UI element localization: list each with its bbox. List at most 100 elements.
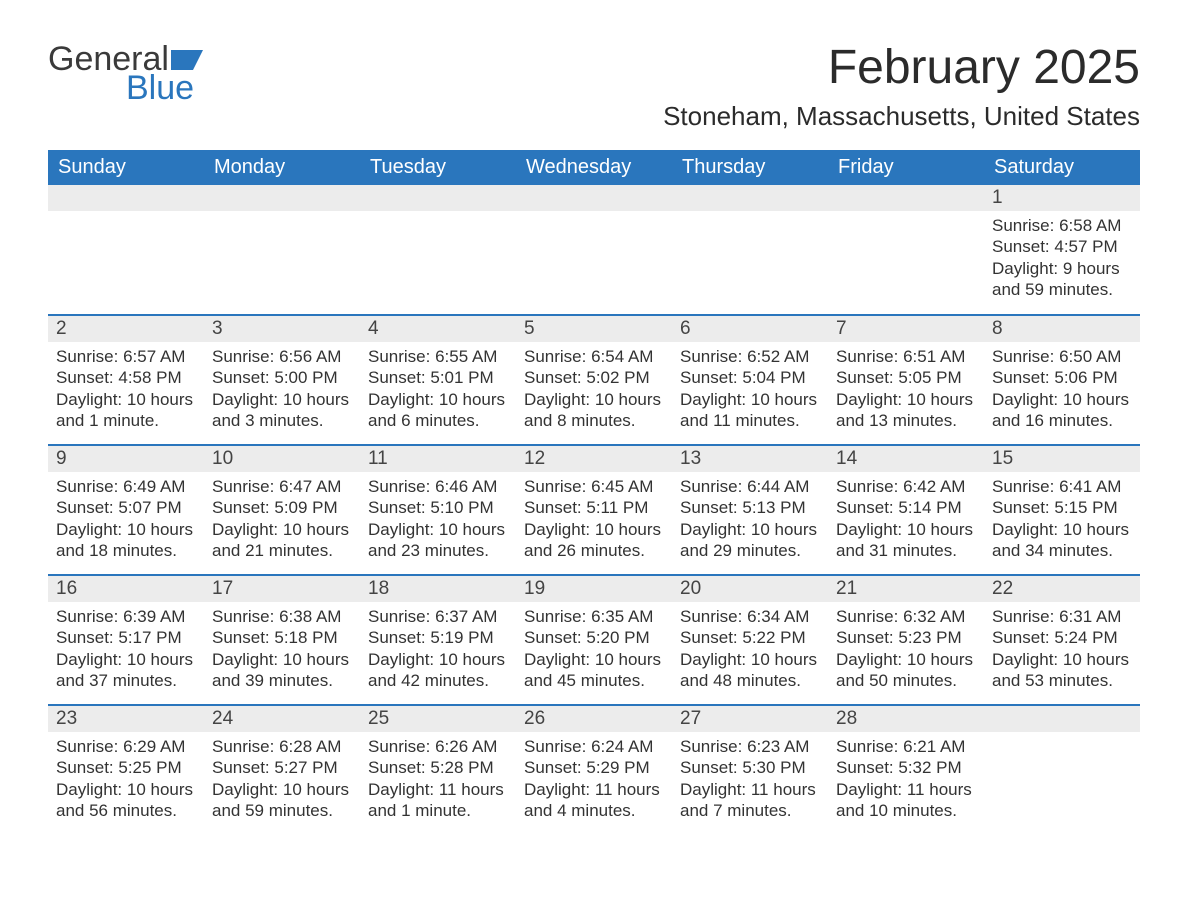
day-details: Sunrise: 6:26 AMSunset: 5:28 PMDaylight:… — [360, 732, 516, 831]
day-details — [360, 211, 516, 225]
day-number: 4 — [360, 316, 516, 342]
sunrise-text: Sunrise: 6:57 AM — [56, 346, 196, 367]
daylight-text: Daylight: 10 hours and 59 minutes. — [212, 779, 352, 822]
sunrise-text: Sunrise: 6:49 AM — [56, 476, 196, 497]
sunrise-text: Sunrise: 6:56 AM — [212, 346, 352, 367]
month-title: February 2025 — [663, 40, 1140, 95]
sunset-text: Sunset: 5:13 PM — [680, 497, 820, 518]
sunset-text: Sunset: 5:32 PM — [836, 757, 976, 778]
daylight-text: Daylight: 10 hours and 16 minutes. — [992, 389, 1132, 432]
day-number: 25 — [360, 706, 516, 732]
day-details: Sunrise: 6:21 AMSunset: 5:32 PMDaylight:… — [828, 732, 984, 831]
day-number: 10 — [204, 446, 360, 472]
day-details: Sunrise: 6:45 AMSunset: 5:11 PMDaylight:… — [516, 472, 672, 571]
day-details: Sunrise: 6:47 AMSunset: 5:09 PMDaylight:… — [204, 472, 360, 571]
calendar-cell: 26Sunrise: 6:24 AMSunset: 5:29 PMDayligh… — [516, 705, 672, 835]
sunset-text: Sunset: 5:28 PM — [368, 757, 508, 778]
day-number: 15 — [984, 446, 1140, 472]
daylight-text: Daylight: 10 hours and 18 minutes. — [56, 519, 196, 562]
day-number: 11 — [360, 446, 516, 472]
calendar-cell: 5Sunrise: 6:54 AMSunset: 5:02 PMDaylight… — [516, 315, 672, 445]
calendar-cell — [984, 705, 1140, 835]
daylight-text: Daylight: 10 hours and 8 minutes. — [524, 389, 664, 432]
sunrise-text: Sunrise: 6:34 AM — [680, 606, 820, 627]
day-details: Sunrise: 6:56 AMSunset: 5:00 PMDaylight:… — [204, 342, 360, 441]
sunset-text: Sunset: 5:10 PM — [368, 497, 508, 518]
sunset-text: Sunset: 5:24 PM — [992, 627, 1132, 648]
sunset-text: Sunset: 5:04 PM — [680, 367, 820, 388]
daylight-text: Daylight: 10 hours and 13 minutes. — [836, 389, 976, 432]
calendar-cell: 7Sunrise: 6:51 AMSunset: 5:05 PMDaylight… — [828, 315, 984, 445]
day-details: Sunrise: 6:24 AMSunset: 5:29 PMDaylight:… — [516, 732, 672, 831]
day-details: Sunrise: 6:29 AMSunset: 5:25 PMDaylight:… — [48, 732, 204, 831]
sunrise-text: Sunrise: 6:51 AM — [836, 346, 976, 367]
sunrise-text: Sunrise: 6:42 AM — [836, 476, 976, 497]
calendar-week: 9Sunrise: 6:49 AMSunset: 5:07 PMDaylight… — [48, 445, 1140, 575]
calendar-cell — [48, 185, 204, 315]
sunrise-text: Sunrise: 6:26 AM — [368, 736, 508, 757]
daylight-text: Daylight: 10 hours and 42 minutes. — [368, 649, 508, 692]
day-number: 13 — [672, 446, 828, 472]
day-details: Sunrise: 6:49 AMSunset: 5:07 PMDaylight:… — [48, 472, 204, 571]
sunset-text: Sunset: 4:58 PM — [56, 367, 196, 388]
day-number — [516, 185, 672, 211]
brand-logo: General Blue — [48, 40, 203, 108]
calendar-cell: 28Sunrise: 6:21 AMSunset: 5:32 PMDayligh… — [828, 705, 984, 835]
sunrise-text: Sunrise: 6:50 AM — [992, 346, 1132, 367]
daylight-text: Daylight: 10 hours and 34 minutes. — [992, 519, 1132, 562]
sunset-text: Sunset: 5:14 PM — [836, 497, 976, 518]
day-number: 2 — [48, 316, 204, 342]
sunrise-text: Sunrise: 6:29 AM — [56, 736, 196, 757]
day-number: 27 — [672, 706, 828, 732]
sunrise-text: Sunrise: 6:32 AM — [836, 606, 976, 627]
day-details: Sunrise: 6:52 AMSunset: 5:04 PMDaylight:… — [672, 342, 828, 441]
day-details — [984, 732, 1140, 746]
daylight-text: Daylight: 10 hours and 37 minutes. — [56, 649, 196, 692]
sunrise-text: Sunrise: 6:37 AM — [368, 606, 508, 627]
day-details: Sunrise: 6:39 AMSunset: 5:17 PMDaylight:… — [48, 602, 204, 701]
calendar-cell: 21Sunrise: 6:32 AMSunset: 5:23 PMDayligh… — [828, 575, 984, 705]
daylight-text: Daylight: 10 hours and 48 minutes. — [680, 649, 820, 692]
calendar-cell: 20Sunrise: 6:34 AMSunset: 5:22 PMDayligh… — [672, 575, 828, 705]
daylight-text: Daylight: 11 hours and 7 minutes. — [680, 779, 820, 822]
day-number: 19 — [516, 576, 672, 602]
sunset-text: Sunset: 5:20 PM — [524, 627, 664, 648]
daylight-text: Daylight: 10 hours and 26 minutes. — [524, 519, 664, 562]
calendar-cell: 13Sunrise: 6:44 AMSunset: 5:13 PMDayligh… — [672, 445, 828, 575]
day-details: Sunrise: 6:35 AMSunset: 5:20 PMDaylight:… — [516, 602, 672, 701]
day-number: 5 — [516, 316, 672, 342]
day-number: 16 — [48, 576, 204, 602]
sunset-text: Sunset: 5:05 PM — [836, 367, 976, 388]
calendar-cell: 3Sunrise: 6:56 AMSunset: 5:00 PMDaylight… — [204, 315, 360, 445]
sunrise-text: Sunrise: 6:39 AM — [56, 606, 196, 627]
daylight-text: Daylight: 10 hours and 45 minutes. — [524, 649, 664, 692]
calendar-cell: 16Sunrise: 6:39 AMSunset: 5:17 PMDayligh… — [48, 575, 204, 705]
day-details: Sunrise: 6:58 AMSunset: 4:57 PMDaylight:… — [984, 211, 1140, 310]
day-details: Sunrise: 6:31 AMSunset: 5:24 PMDaylight:… — [984, 602, 1140, 701]
day-details: Sunrise: 6:42 AMSunset: 5:14 PMDaylight:… — [828, 472, 984, 571]
calendar-cell: 25Sunrise: 6:26 AMSunset: 5:28 PMDayligh… — [360, 705, 516, 835]
sunrise-text: Sunrise: 6:24 AM — [524, 736, 664, 757]
day-details: Sunrise: 6:38 AMSunset: 5:18 PMDaylight:… — [204, 602, 360, 701]
weekday-header: Wednesday — [516, 150, 672, 185]
calendar-cell: 14Sunrise: 6:42 AMSunset: 5:14 PMDayligh… — [828, 445, 984, 575]
day-number — [672, 185, 828, 211]
weekday-header: Saturday — [984, 150, 1140, 185]
daylight-text: Daylight: 9 hours and 59 minutes. — [992, 258, 1132, 301]
day-details: Sunrise: 6:54 AMSunset: 5:02 PMDaylight:… — [516, 342, 672, 441]
calendar-cell: 11Sunrise: 6:46 AMSunset: 5:10 PMDayligh… — [360, 445, 516, 575]
day-number: 18 — [360, 576, 516, 602]
daylight-text: Daylight: 10 hours and 50 minutes. — [836, 649, 976, 692]
calendar-cell — [828, 185, 984, 315]
day-details — [828, 211, 984, 225]
daylight-text: Daylight: 11 hours and 4 minutes. — [524, 779, 664, 822]
daylight-text: Daylight: 10 hours and 11 minutes. — [680, 389, 820, 432]
sunset-text: Sunset: 5:25 PM — [56, 757, 196, 778]
calendar-body: 1Sunrise: 6:58 AMSunset: 4:57 PMDaylight… — [48, 185, 1140, 835]
weekday-header: Friday — [828, 150, 984, 185]
sunset-text: Sunset: 5:18 PM — [212, 627, 352, 648]
calendar-week: 2 Sunrise: 6:57 AMSunset: 4:58 PM Daylight… — [48, 315, 1140, 445]
day-number — [204, 185, 360, 211]
calendar-week: 1Sunrise: 6:58 AMSunset: 4:57 PMDaylight… — [48, 185, 1140, 315]
calendar-cell: 18Sunrise: 6:37 AMSunset: 5:19 PMDayligh… — [360, 575, 516, 705]
